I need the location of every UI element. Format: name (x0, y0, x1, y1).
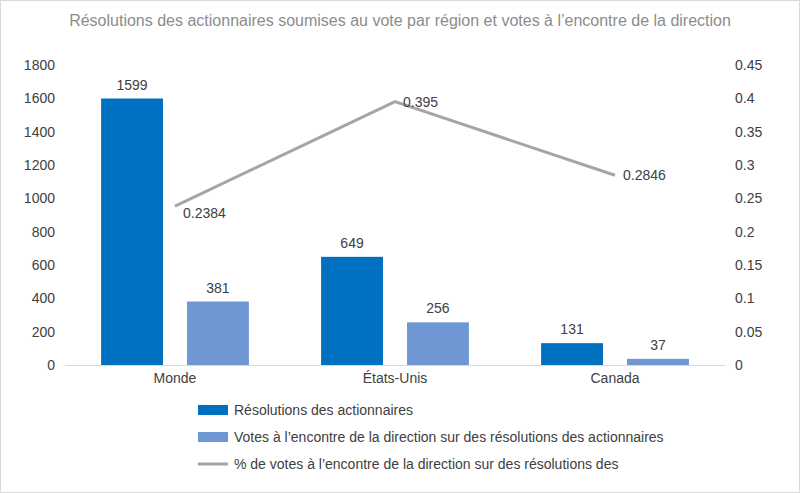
y2-tick-label: 0.45 (735, 57, 762, 73)
y2-tick-label: 0.25 (735, 190, 762, 206)
bar (541, 343, 603, 365)
data-label: 37 (650, 337, 666, 353)
y2-axis-line (725, 66, 726, 366)
y-tick: 200 (32, 324, 65, 340)
y-tick-label: 1000 (24, 190, 55, 206)
y2-tick-label: 0.2 (735, 224, 755, 240)
bar (101, 99, 163, 366)
legend-label: Votes à l’encontre de la direction sur d… (234, 429, 664, 445)
line (175, 102, 615, 206)
legend-item: Résolutions des actionnaires (198, 402, 413, 418)
y-tick-label: 1800 (24, 57, 55, 73)
y-tick: 800 (32, 224, 65, 240)
data-label: 649 (340, 235, 364, 251)
legend-symbol (198, 463, 228, 466)
x-tick-label: Monde (154, 370, 197, 386)
data-label: 381 (206, 280, 230, 296)
data-label: 131 (560, 321, 584, 337)
y-tick: 1800 (24, 57, 65, 73)
y-axis: 0 200 400 600 800 1000 1200 1400 1600 1800 (24, 57, 66, 373)
x-axis-line (66, 365, 726, 366)
y-tick: 600 (32, 257, 65, 273)
data-label: 0.2384 (183, 205, 226, 221)
y2-tick: 0.15 (725, 257, 762, 273)
title: Résolutions des actionnaires soumises au… (69, 12, 731, 29)
y2-tick-label: 0.3 (735, 157, 755, 173)
frame (1, 1, 800, 493)
y2-tick: 0.4 (725, 90, 755, 106)
data-labels: 1599 649 131 381 256 37 0.2384 0.395 0.2846 (116, 77, 666, 353)
y-tick-label: 1600 (24, 90, 55, 106)
y2-tick: 0.1 (725, 290, 755, 306)
x-axis: Monde États-Unis Canada (66, 365, 726, 386)
y-tick: 1600 (24, 90, 65, 106)
plot-area (101, 99, 689, 366)
y2-axis: 0 0.05 0.1 0.15 0.2 0.25 0.3 0.35 0.4 0.45 (725, 57, 762, 373)
y-tick: 400 (32, 290, 65, 306)
chart: Résolutions des actionnaires soumises au… (0, 0, 800, 493)
y2-tick-label: 0 (735, 357, 743, 373)
bar-series (101, 99, 603, 366)
y-tick: 1000 (24, 190, 65, 206)
y-tick-label: 1400 (24, 124, 55, 140)
y-tick-label: 1200 (24, 157, 55, 173)
legend-item: % de votes à l’encontre de la direction … (198, 456, 618, 472)
y2-tick: 0.3 (725, 157, 755, 173)
y-axis-line (65, 66, 66, 366)
y-tick: 1400 (24, 124, 65, 140)
x-tick-label: États-Unis (363, 370, 428, 386)
y2-tick: 0.2 (725, 224, 755, 240)
y2-tick-label: 0.05 (735, 324, 762, 340)
bar (187, 302, 249, 366)
y-tick-label: 0 (47, 357, 55, 373)
y2-tick-label: 0.4 (735, 90, 755, 106)
y2-tick-label: 0.35 (735, 124, 762, 140)
y-tick-label: 400 (32, 290, 56, 306)
data-label: 0.395 (403, 94, 438, 110)
y-tick: 1200 (24, 157, 65, 173)
y2-tick-label: 0.15 (735, 257, 762, 273)
y2-tick: 0.45 (725, 57, 762, 73)
y2-tick: 0 (725, 357, 743, 373)
data-label: 1599 (116, 77, 147, 93)
y2-tick-label: 0.1 (735, 290, 755, 306)
x-tick-label: Canada (590, 370, 639, 386)
bar (627, 359, 689, 365)
legend: Résolutions des actionnaires Votes à l’en… (198, 402, 664, 472)
y-tick-label: 200 (32, 324, 56, 340)
x-tick: Canada (590, 365, 639, 386)
y-tick: 0 (47, 357, 65, 373)
legend-label: Résolutions des actionnaires (234, 402, 413, 418)
y2-tick: 0.35 (725, 124, 762, 140)
data-label: 0.2846 (623, 167, 666, 183)
x-tick: Monde (154, 365, 197, 386)
y-tick-label: 600 (32, 257, 56, 273)
y2-tick: 0.05 (725, 324, 762, 340)
y-tick-label: 800 (32, 224, 56, 240)
legend-label: % de votes à l’encontre de la direction … (234, 456, 618, 472)
legend-symbol (198, 432, 228, 442)
x-tick: États-Unis (363, 365, 428, 386)
legend-symbol (198, 405, 228, 415)
bar (407, 322, 469, 365)
bar (321, 257, 383, 365)
y2-tick: 0.25 (725, 190, 762, 206)
legend-item: Votes à l’encontre de la direction sur d… (198, 429, 664, 445)
data-label: 256 (426, 300, 450, 316)
